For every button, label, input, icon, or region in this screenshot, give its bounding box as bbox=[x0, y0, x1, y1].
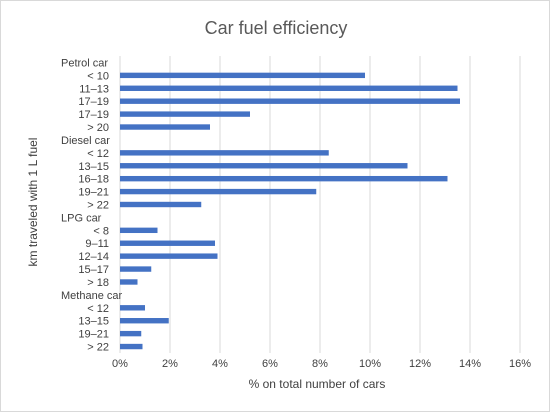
group-label: Petrol car bbox=[61, 57, 108, 69]
category-label: 12–14 bbox=[78, 251, 109, 263]
group-label: Methane car bbox=[61, 290, 122, 302]
category-label: 13–15 bbox=[78, 161, 109, 173]
category-label: 17–19 bbox=[78, 96, 109, 108]
chart-title: Car fuel efficiency bbox=[205, 18, 348, 38]
category-label: 17–19 bbox=[78, 109, 109, 121]
x-axis-ticks: 0% 2% 4% 6% 8% 10% 12% 14% 16% bbox=[112, 358, 531, 370]
bar bbox=[120, 72, 365, 79]
x-tick-label: 2% bbox=[162, 358, 178, 370]
bar bbox=[120, 253, 218, 259]
bar bbox=[120, 227, 158, 234]
bar bbox=[120, 98, 460, 104]
x-tick-label: 12% bbox=[409, 358, 431, 370]
bar bbox=[120, 305, 145, 311]
bar bbox=[120, 240, 215, 246]
bar bbox=[120, 150, 329, 156]
category-label: > 18 bbox=[87, 277, 109, 289]
bar bbox=[120, 85, 458, 91]
x-tick-label: 0% bbox=[112, 358, 128, 370]
bar bbox=[120, 175, 448, 182]
bar bbox=[120, 279, 138, 285]
x-tick-label: 8% bbox=[312, 358, 328, 370]
category-label: 19–21 bbox=[78, 329, 109, 341]
category-label: 19–21 bbox=[78, 187, 109, 199]
bar bbox=[120, 111, 250, 117]
category-label: 16–18 bbox=[78, 174, 109, 186]
bar bbox=[120, 266, 152, 272]
category-label: 15–17 bbox=[78, 264, 109, 276]
x-tick-label: 10% bbox=[359, 358, 381, 370]
category-label: 9–11 bbox=[85, 238, 109, 250]
bar bbox=[120, 188, 317, 195]
bar bbox=[120, 343, 143, 350]
category-label: 13–15 bbox=[78, 316, 109, 328]
category-label: < 12 bbox=[87, 148, 109, 160]
category-label: > 22 bbox=[87, 200, 109, 212]
category-label: < 12 bbox=[87, 303, 109, 315]
group-label: LPG car bbox=[61, 212, 102, 224]
x-tick-label: 6% bbox=[262, 358, 278, 370]
bar bbox=[120, 330, 142, 337]
y-axis-title: km traveled with 1 L fuel bbox=[26, 138, 40, 267]
x-tick-label: 14% bbox=[459, 358, 481, 370]
gridlines bbox=[119, 56, 521, 353]
category-label: < 8 bbox=[93, 225, 109, 237]
bar bbox=[120, 318, 169, 324]
category-label: > 22 bbox=[87, 342, 109, 354]
x-tick-label: 16% bbox=[509, 358, 531, 370]
category-label: < 10 bbox=[87, 70, 109, 82]
group-label: Diesel car bbox=[61, 135, 110, 147]
x-axis-title: % on total number of cars bbox=[249, 377, 386, 391]
bar bbox=[120, 124, 210, 130]
x-tick-label: 4% bbox=[212, 358, 228, 370]
category-label: 11–13 bbox=[79, 83, 109, 95]
bar bbox=[120, 163, 408, 169]
bars bbox=[120, 72, 460, 350]
category-label: > 20 bbox=[87, 122, 109, 134]
bar bbox=[120, 201, 202, 208]
